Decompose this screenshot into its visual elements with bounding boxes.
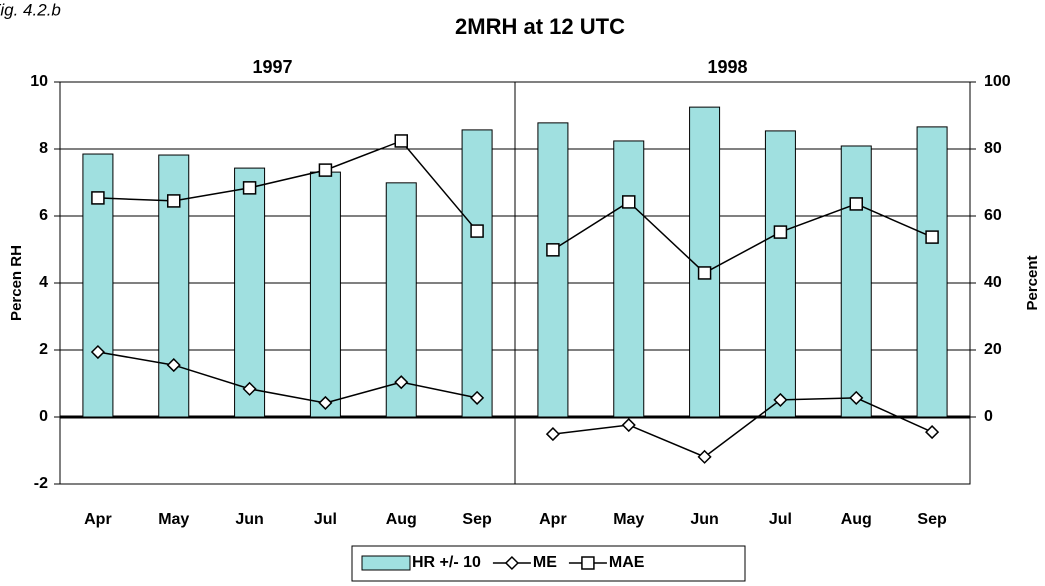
line: [552, 397, 933, 458]
diamond-marker: [166, 358, 181, 373]
square-marker: [697, 266, 712, 280]
plot-border: [59, 81, 971, 485]
diamond-marker: [925, 425, 940, 440]
y2-tick-label: 40: [984, 274, 1002, 291]
legend-box: [351, 545, 746, 582]
bar: [234, 167, 266, 418]
square-marker: [318, 163, 333, 177]
y2-tick-label: 100: [984, 73, 1011, 90]
y-tick-label: 4: [39, 274, 48, 291]
diamond-marker: [697, 449, 712, 464]
y-tick-label: -2: [34, 475, 48, 492]
line: [97, 140, 478, 232]
group-label: 1997: [252, 57, 292, 77]
x-tick-label: Apr: [84, 511, 112, 528]
square-marker: [849, 197, 863, 211]
bar: [689, 106, 721, 418]
y2-tick-label: 0: [984, 408, 993, 425]
x-tick-label: May: [158, 511, 189, 528]
y-tick-label: 10: [30, 73, 48, 90]
diamond-marker: [773, 392, 788, 407]
square-marker: [622, 195, 636, 209]
legend-label: ME: [533, 554, 557, 571]
diamond-marker: [318, 395, 333, 410]
y-tick-label: 0: [39, 408, 48, 425]
diamond-marker: [849, 390, 864, 405]
x-tick-label: May: [613, 511, 644, 528]
square-marker: [925, 230, 939, 244]
x-tick-label: Apr: [539, 511, 567, 528]
line: [552, 200, 933, 274]
legend-marker: [504, 555, 519, 571]
square-marker: [167, 194, 181, 208]
legend-swatch: [361, 555, 411, 571]
y2-tick-label: 60: [984, 207, 1002, 224]
x-tick-label: Aug: [841, 511, 872, 528]
diamond-marker: [242, 381, 257, 396]
square-marker: [773, 225, 788, 239]
y2-tick-label: 20: [984, 341, 1002, 358]
line: [97, 351, 478, 404]
y-tick-label: 8: [39, 140, 48, 157]
y-tick-label: 6: [39, 207, 48, 224]
square-marker: [242, 181, 257, 195]
bar: [537, 122, 569, 418]
bar: [613, 140, 645, 418]
square-marker: [546, 243, 560, 257]
figure-label: Fig. 4.2.b: [0, 0, 61, 19]
bar: [916, 126, 948, 418]
bar: [764, 130, 796, 418]
diamond-marker: [470, 390, 485, 405]
group-label: 1998: [707, 57, 747, 77]
x-tick-label: Jun: [235, 511, 263, 528]
square-marker: [91, 191, 105, 205]
legend-marker: [581, 556, 595, 570]
bar: [840, 145, 872, 418]
bar: [461, 129, 493, 418]
y2-axis-label: Percent: [1024, 255, 1041, 310]
x-tick-label: Jul: [314, 511, 337, 528]
y-tick-label: 2: [39, 341, 48, 358]
square-marker: [470, 224, 484, 238]
y2-tick-label: 80: [984, 140, 1002, 157]
chart-title: 2MRH at 12 UTC: [455, 14, 625, 39]
x-tick-label: Jul: [769, 511, 792, 528]
x-tick-label: Jun: [690, 511, 718, 528]
diamond-marker: [394, 375, 409, 390]
legend-label: HR +/- 10: [412, 554, 481, 571]
y-axis-label: Percen RH: [8, 245, 25, 321]
diamond-marker: [621, 417, 636, 433]
bar: [309, 171, 341, 418]
legend-label: MAE: [609, 554, 645, 571]
x-tick-label: Aug: [386, 511, 417, 528]
diamond-marker: [545, 427, 560, 442]
diamond-marker: [90, 344, 105, 360]
x-tick-label: Sep: [462, 511, 492, 528]
x-tick-label: Sep: [917, 511, 947, 528]
square-marker: [394, 134, 408, 148]
